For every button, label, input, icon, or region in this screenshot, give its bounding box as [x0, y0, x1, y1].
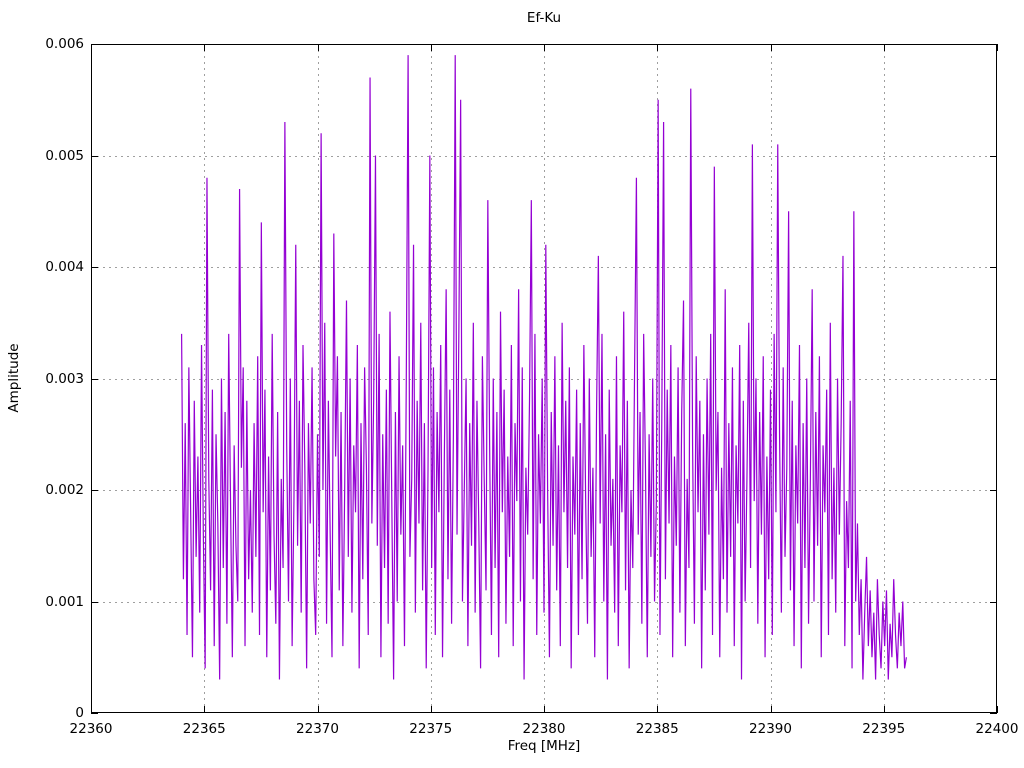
x-tick-label: 22360: [69, 721, 113, 737]
x-tick-label: 22385: [635, 721, 679, 737]
x-tick-label: 22400: [975, 721, 1019, 737]
y-tick-label: 0.004: [45, 259, 84, 275]
x-tick-label: 22395: [862, 721, 906, 737]
y-tick-label: 0.002: [45, 482, 84, 498]
y-axis-label: Amplitude: [6, 343, 22, 413]
data-series-line: [181, 55, 907, 680]
x-tick-label: 22390: [749, 721, 792, 737]
y-tick-label: 0.001: [45, 593, 84, 610]
x-tick-label: 22375: [409, 721, 453, 737]
plot-area: [91, 44, 998, 714]
x-axis-label: Freq [MHz]: [507, 738, 581, 754]
x-tick-label: 22365: [182, 721, 226, 737]
y-tick-label: 0.005: [45, 147, 84, 164]
chart-title: Ef-Ku: [526, 10, 562, 26]
x-tick-label: 22370: [296, 721, 339, 737]
y-tick-label: 0.003: [45, 370, 84, 387]
y-tick-label: 0.006: [45, 36, 84, 52]
y-tick-label: 0: [75, 705, 84, 721]
x-tick-label: 22380: [522, 721, 566, 737]
